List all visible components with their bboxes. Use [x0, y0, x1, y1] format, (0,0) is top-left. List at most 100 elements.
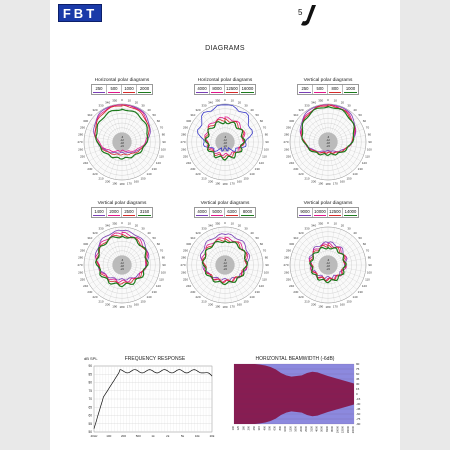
polar-chart-title: Vertical polar diagrams — [303, 78, 353, 83]
polar-legend: 9000 10000 12500 14000 — [297, 207, 359, 219]
svg-text:70: 70 — [366, 126, 370, 130]
svg-text:-75: -75 — [356, 417, 361, 421]
svg-text:-24: -24 — [326, 267, 330, 271]
svg-text:8000: 8000 — [330, 425, 334, 431]
legend-entry: 1400 — [92, 208, 107, 218]
svg-text:10000: 10000 — [335, 425, 339, 433]
svg-text:2k: 2k — [166, 434, 170, 438]
svg-text:45: 45 — [356, 377, 360, 381]
svg-text:100: 100 — [367, 270, 372, 274]
svg-text:90: 90 — [88, 364, 92, 368]
svg-text:60: 60 — [356, 372, 360, 376]
svg-text:280: 280 — [78, 133, 83, 137]
svg-text:200: 200 — [105, 179, 110, 183]
svg-text:30: 30 — [244, 104, 248, 108]
svg-text:10k: 10k — [195, 434, 200, 438]
svg-text:180: 180 — [119, 182, 124, 186]
svg-text:100: 100 — [264, 147, 269, 151]
svg-text:60: 60 — [363, 242, 367, 246]
svg-text:1250: 1250 — [288, 425, 292, 431]
svg-text:250: 250 — [80, 154, 85, 158]
svg-text:130: 130 — [358, 167, 363, 171]
svg-text:20: 20 — [135, 224, 139, 228]
svg-text:240: 240 — [83, 284, 88, 288]
legend-entry: 500 — [107, 85, 122, 95]
svg-text:210: 210 — [98, 176, 103, 180]
legend-entry: 2000 — [137, 85, 152, 94]
polar-legend: 4000 8000 12500 16000 — [194, 84, 256, 96]
svg-text:270: 270 — [283, 263, 288, 267]
svg-text:6300: 6300 — [325, 425, 329, 431]
svg-text:180: 180 — [325, 305, 330, 309]
svg-text:340: 340 — [311, 224, 316, 228]
svg-text:290: 290 — [183, 126, 188, 130]
svg-text:250: 250 — [183, 154, 188, 158]
svg-text:350: 350 — [318, 222, 323, 226]
svg-text:90: 90 — [356, 362, 360, 366]
svg-text:280: 280 — [284, 133, 289, 137]
series-badge-icon: 5 J — [294, 3, 322, 27]
svg-text:140: 140 — [146, 295, 151, 299]
svg-text:180: 180 — [222, 182, 227, 186]
svg-text:100: 100 — [106, 434, 111, 438]
svg-text:330: 330 — [98, 227, 103, 231]
polar-legend: 4000 5000 6300 8000 — [194, 207, 256, 219]
svg-text:270: 270 — [180, 263, 185, 267]
svg-text:240: 240 — [83, 161, 88, 165]
svg-text:-12: -12 — [120, 261, 124, 265]
svg-text:340: 340 — [208, 101, 213, 105]
svg-text:150: 150 — [346, 299, 351, 303]
svg-text:240: 240 — [289, 161, 294, 165]
svg-text:100: 100 — [161, 270, 166, 274]
svg-text:30: 30 — [347, 227, 351, 231]
svg-text:180: 180 — [119, 305, 124, 309]
svg-text:-6: -6 — [224, 258, 227, 262]
svg-text:630: 630 — [273, 425, 277, 430]
svg-text:12500: 12500 — [341, 425, 345, 433]
svg-text:0: 0 — [327, 98, 329, 102]
legend-entry: 5000 — [210, 208, 225, 218]
polar-chart-6: Vertical polar diagrams 9000 10000 12500… — [268, 201, 388, 311]
svg-text:310: 310 — [87, 113, 92, 117]
svg-text:130: 130 — [358, 290, 363, 294]
legend-entry: 8000 — [240, 208, 255, 217]
svg-text:160: 160 — [134, 302, 139, 306]
svg-text:170: 170 — [230, 181, 235, 185]
svg-text:270: 270 — [77, 263, 82, 267]
svg-text:160: 160 — [134, 179, 139, 183]
svg-text:240: 240 — [186, 284, 191, 288]
svg-text:150: 150 — [243, 176, 248, 180]
svg-text:130: 130 — [255, 167, 260, 171]
svg-text:300: 300 — [83, 119, 88, 123]
svg-text:400: 400 — [262, 425, 266, 430]
beamwidth-title: HORIZONTAL BEAMWIDTH (-6dB) — [255, 356, 335, 362]
svg-text:80: 80 — [162, 133, 166, 137]
svg-text:290: 290 — [286, 126, 291, 130]
svg-text:30: 30 — [141, 104, 145, 108]
svg-text:-6: -6 — [224, 135, 227, 139]
svg-text:70: 70 — [160, 249, 164, 253]
svg-text:-12: -12 — [120, 138, 124, 142]
svg-text:260: 260 — [181, 147, 186, 151]
svg-text:70: 70 — [263, 249, 267, 253]
svg-text:50: 50 — [256, 113, 260, 117]
legend-entry: 800 — [328, 85, 343, 95]
polar-legend: 250 500 800 1000 — [297, 84, 359, 96]
svg-text:140: 140 — [146, 172, 151, 176]
svg-text:40: 40 — [250, 108, 254, 112]
svg-text:30: 30 — [356, 382, 360, 386]
svg-text:110: 110 — [159, 277, 164, 281]
svg-text:1000: 1000 — [283, 425, 287, 431]
svg-text:50: 50 — [359, 113, 363, 117]
svg-text:220: 220 — [298, 295, 303, 299]
svg-text:170: 170 — [230, 304, 235, 308]
svg-text:50: 50 — [153, 236, 157, 240]
svg-text:120: 120 — [362, 284, 367, 288]
svg-text:100: 100 — [161, 147, 166, 151]
svg-text:170: 170 — [333, 304, 338, 308]
svg-text:260: 260 — [181, 270, 186, 274]
svg-text:-18: -18 — [120, 264, 124, 268]
svg-text:110: 110 — [365, 277, 370, 281]
